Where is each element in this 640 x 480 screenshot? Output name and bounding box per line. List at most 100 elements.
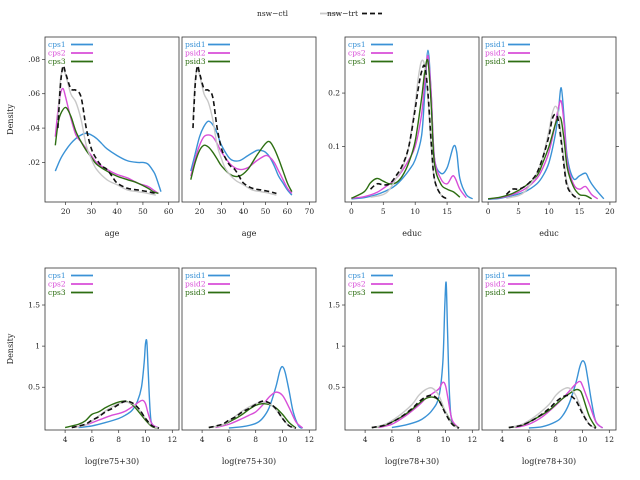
curves: [54, 64, 162, 196]
x-tick-label: 60: [164, 207, 174, 216]
y-tick-label: 0.1: [328, 142, 340, 151]
legend-label-cps1: cps1: [48, 271, 66, 280]
legend-label-cps3: cps3: [348, 288, 366, 297]
legend-label-psid3: psid3: [485, 57, 506, 66]
panel-re75-cps: 4 6 8 10 120.511.5log(re75+30)Densitycps1cps…: [6, 267, 180, 466]
x-tick-label: 12: [305, 435, 315, 444]
x-tick-label: 0: [349, 207, 354, 216]
x-tick-label: 12: [468, 435, 478, 444]
x-tick-label: 4: [200, 435, 205, 444]
x-tick-label: 12: [168, 435, 178, 444]
series-line-nsw-trt: [508, 394, 597, 429]
panel-frame: [181, 36, 317, 203]
curves: [487, 87, 605, 201]
legend-label-cps2: cps2: [48, 49, 66, 58]
x-tick-label: 4: [363, 435, 368, 444]
x-tick-label: 30: [87, 207, 97, 216]
x-tick-label: 40: [112, 207, 122, 216]
y-tick-label: .08: [28, 55, 40, 64]
y-tick-label: .02: [28, 158, 40, 167]
legend-label-cps2: cps2: [48, 280, 66, 289]
legend-label-psid1: psid1: [185, 40, 206, 49]
y-axis-label: Density: [6, 333, 15, 364]
curves: [190, 64, 293, 196]
legend-label-psid2: psid2: [185, 49, 206, 58]
legend-label-cps1: cps1: [48, 40, 66, 49]
series-line-nsw-ctl: [506, 105, 580, 200]
figure-legend-label-1: nsw−trt: [327, 9, 358, 18]
panel-age-cps: 20 30 40 50 60 .02 .04 .06 .08 age Density cps1cps2…: [6, 36, 180, 238]
panel-frame: [44, 267, 180, 431]
figure-legend: nsw−ctl nsw−trt: [257, 9, 382, 18]
panel-frame: [44, 36, 180, 203]
series-line-nsw-trt: [369, 64, 448, 200]
x-axis-label: age: [105, 229, 120, 238]
curves: [508, 360, 604, 429]
x-tick-label: 6: [527, 435, 532, 444]
x-tick-label: 0: [486, 207, 491, 216]
x-tick-label: 8: [116, 435, 121, 444]
x-tick-label: 70: [305, 207, 315, 216]
x-tick-label: 10: [441, 435, 451, 444]
legend-label-psid3: psid3: [485, 288, 506, 297]
series-line-psid3: [487, 115, 592, 200]
series-line-psid2: [190, 134, 293, 194]
x-axis-label: log(re78+30): [522, 457, 576, 466]
y-tick-label: 1.5: [328, 301, 340, 310]
panel-frame: [344, 267, 480, 431]
x-tick-label: 40: [239, 207, 249, 216]
series-line-psid1: [228, 365, 303, 429]
legend-label-psid1: psid1: [185, 271, 206, 280]
x-tick-label: 30: [217, 207, 227, 216]
x-tick-label: 60: [283, 207, 293, 216]
legend-label-psid3: psid3: [185, 57, 206, 66]
x-tick-label: 20: [605, 207, 615, 216]
series-line-cps1: [54, 132, 162, 192]
series-line-cps2: [351, 54, 467, 199]
x-axis-label: log(re75+30): [222, 457, 276, 466]
legend-label-cps3: cps3: [48, 57, 66, 66]
series-line-nsw-trt: [371, 394, 460, 429]
curves: [351, 49, 474, 200]
legend-label-psid1: psid1: [485, 271, 506, 280]
legend-label-psid2: psid2: [185, 280, 206, 289]
series-line-cps2: [54, 87, 159, 194]
y-tick-label: 0.2: [328, 89, 340, 98]
x-tick-label: 5: [516, 207, 521, 216]
curves: [208, 365, 304, 429]
x-axis-label: educ: [402, 229, 422, 238]
series-line-psid3: [508, 388, 597, 429]
x-tick-label: 8: [553, 435, 558, 444]
legend-label-cps2: cps2: [348, 280, 366, 289]
x-tick-label: 15: [575, 207, 585, 216]
x-tick-label: 10: [410, 207, 420, 216]
series-line-psid1: [190, 120, 293, 196]
series-line-nsw-trt: [208, 400, 297, 429]
series-line-psid2: [515, 380, 604, 429]
x-axis-label: educ: [539, 229, 559, 238]
series-line-cps3: [64, 400, 160, 429]
series-line-nsw-trt: [71, 400, 160, 429]
x-tick-label: 10: [141, 435, 151, 444]
panel-frame: [481, 267, 617, 431]
panel-frame: [344, 36, 480, 203]
x-tick-label: 12: [605, 435, 615, 444]
x-tick-label: 5: [381, 207, 386, 216]
x-axis-label: log(re75+30): [85, 457, 139, 466]
y-tick-label: 1: [35, 342, 40, 351]
y-tick-label: 0.5: [328, 383, 340, 392]
series-line-nsw-trt: [505, 113, 580, 200]
legend-label-cps3: cps3: [48, 288, 66, 297]
series-line-nsw-trt: [192, 64, 277, 195]
series-line-psid2: [488, 99, 599, 200]
x-tick-label: 10: [278, 435, 288, 444]
x-tick-label: 50: [261, 207, 271, 216]
